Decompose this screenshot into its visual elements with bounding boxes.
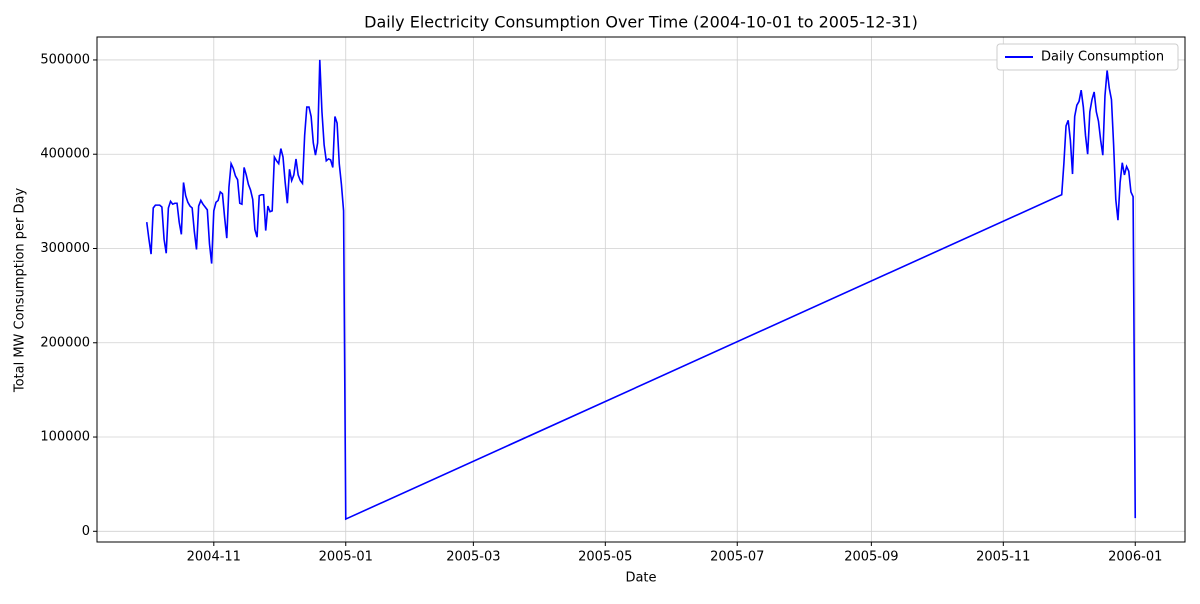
x-tick-label: 2005-05: [578, 550, 632, 565]
legend-label: Daily Consumption: [1041, 50, 1164, 65]
x-axis-label: Date: [625, 571, 656, 586]
y-tick-label: 500000: [40, 52, 90, 67]
plot-frame: [96, 36, 1186, 543]
x-tick-label: 2005-09: [844, 550, 898, 565]
y-tick-label: 100000: [40, 430, 90, 445]
y-tick-label: 200000: [40, 335, 90, 350]
x-tick-label: 2006-01: [1108, 550, 1162, 565]
x-tick-label: 2005-03: [446, 550, 500, 565]
x-tick-label: 2004-11: [187, 550, 241, 565]
data-line: [145, 59, 1137, 521]
legend-box: [996, 43, 1179, 71]
y-tick-label: 400000: [40, 147, 90, 162]
x-tick-label: 2005-07: [710, 550, 764, 565]
x-tick-label: 2005-11: [976, 550, 1030, 565]
y-tick-label: 0: [82, 524, 90, 539]
y-axis-label: Total MW Consumption per Day: [13, 188, 28, 394]
x-tick-label: 2005-01: [319, 550, 373, 565]
y-tick-label: 300000: [40, 241, 90, 256]
chart-title: Daily Electricity Consumption Over Time …: [364, 13, 918, 32]
